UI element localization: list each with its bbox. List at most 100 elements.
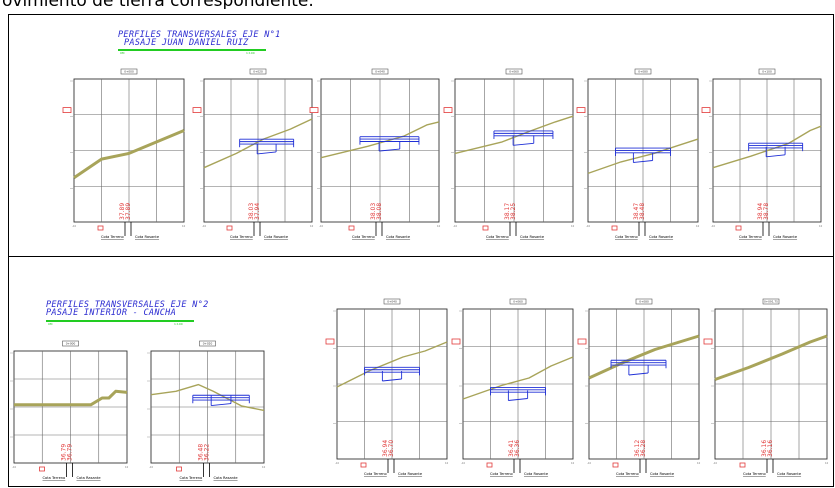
reference-marker — [309, 107, 319, 113]
scale-label-left: 0M — [48, 322, 53, 326]
cota-rasante-value: 38.48 — [639, 203, 646, 220]
axis-marker — [612, 462, 619, 468]
pavement-structure — [748, 142, 804, 158]
cota-terreno-value: 38.47 — [633, 203, 640, 220]
legend-cota-rasante: Cota Rasante — [214, 476, 239, 480]
pavement-structure — [610, 359, 667, 376]
pavement-structure — [615, 147, 671, 163]
legend-cota-rasante: Cota Rasante — [264, 235, 289, 239]
cota-rasante-value: 36.79 — [67, 444, 74, 461]
drawing-frame — [8, 14, 834, 487]
cota-terreno-value: 36.94 — [382, 440, 389, 457]
cota-rasante-value: 36.22 — [204, 444, 211, 461]
axis-marker — [486, 462, 493, 468]
cota-terreno-value: 36.79 — [61, 444, 68, 461]
profile-p1: 0+000 37.89 37.89 Cota Terreno Cota Rasante -… — [62, 68, 186, 239]
chainage-tag — [199, 340, 216, 347]
cota-rasante-value: 36.28 — [640, 440, 647, 457]
chainage-label: 0+060 — [513, 300, 523, 304]
terrain-line — [714, 334, 828, 381]
group-title-line2: PASAJE INTERIOR - CANCHA — [46, 308, 176, 318]
terrain-line — [588, 334, 700, 380]
x-tick-right: 10 — [182, 224, 186, 228]
chainage-label: 0+020 — [253, 70, 263, 74]
reference-marker — [701, 107, 711, 113]
terrain-line — [14, 389, 128, 407]
axis-marker — [39, 466, 45, 472]
cota-rasante-value: 37.94 — [254, 203, 261, 220]
legend-cota-rasante: Cota Rasante — [398, 472, 423, 476]
chainage-label: 0+091.75 — [764, 300, 778, 304]
x-tick-left: -10 — [453, 224, 457, 228]
profile-p6: 0+100 38.94 38.78 Cota Terreno Cota Rasante -… — [701, 68, 823, 239]
reference-marker — [192, 107, 202, 113]
axis-marker — [348, 225, 355, 231]
chainage-tag — [371, 68, 389, 75]
cota-terreno-value: 36.48 — [198, 444, 205, 461]
cota-rasante-value: 36.70 — [388, 440, 395, 457]
legend-cota-rasante: Cota Rasante — [135, 235, 160, 239]
axis-marker — [97, 225, 104, 231]
cota-rasante-value: 36.36 — [514, 440, 521, 457]
section-divider — [8, 256, 834, 257]
pavement-structure — [490, 386, 546, 401]
cota-terreno-value: 38.03 — [248, 203, 255, 220]
chainage-tag — [758, 68, 776, 75]
structure-base — [513, 142, 534, 146]
legend-cota-terreno: Cota Terreno — [352, 235, 375, 239]
terrain-line — [336, 341, 448, 388]
axis-marker — [735, 225, 742, 231]
chainage-tag — [383, 298, 401, 305]
structure-base — [211, 403, 231, 407]
page-caption: ovimiento de tierra correspondiente. — [0, 0, 835, 9]
cota-terreno-value: 36.12 — [634, 440, 641, 457]
cota-rasante-value: 36.16 — [767, 440, 774, 457]
profile-p5: 0+080 38.47 38.48 Cota Terreno Cota Rasante -… — [576, 68, 700, 239]
x-tick-left: -10 — [202, 224, 206, 228]
chainage-label: 0+080 — [638, 70, 648, 74]
profile-p4: 0+060 38.17 38.25 Cota Terreno Cota Rasante -… — [443, 68, 575, 239]
structure-base — [633, 160, 653, 163]
terrain-line — [454, 115, 574, 155]
terrain-line — [587, 138, 699, 175]
x-tick-left: -10 — [149, 465, 153, 469]
chainage-tag — [509, 298, 527, 305]
reference-marker — [703, 338, 713, 345]
x-tick-right: 10 — [445, 461, 449, 465]
legend-cota-terreno: Cota Terreno — [364, 472, 387, 476]
chainage-label: 0+000 — [66, 342, 76, 346]
cota-rasante-value: 37.89 — [125, 203, 132, 220]
reference-marker — [451, 338, 461, 345]
x-tick-left: -10 — [72, 224, 76, 228]
structure-base — [257, 151, 277, 155]
legend-cota-rasante: Cota Rasante — [524, 472, 549, 476]
x-tick-right: 10 — [819, 224, 823, 228]
axis-marker — [360, 462, 367, 468]
axis-marker — [482, 225, 489, 231]
cota-terreno-value: 36.41 — [508, 440, 515, 457]
cota-terreno-value: 37.89 — [119, 203, 126, 220]
x-tick-left: -10 — [12, 465, 16, 469]
legend-cota-terreno: Cota Terreno — [490, 472, 513, 476]
pavement-structure — [364, 366, 420, 382]
cota-rasante-value: 38.78 — [763, 203, 770, 220]
profile-p11: 0+080 36.12 36.28 Cota Terreno Cota Rasante -… — [577, 298, 701, 476]
profile-p2: 0+020 38.03 37.94 Cota Terreno Cota Rasante -… — [192, 68, 314, 239]
x-tick-right: 10 — [697, 461, 701, 465]
legend-cota-rasante: Cota Rasante — [777, 472, 802, 476]
chainage-tag — [249, 68, 267, 75]
chainage-tag — [120, 68, 138, 75]
x-tick-right: 10 — [825, 461, 829, 465]
reference-marker — [576, 107, 586, 113]
cota-terreno-value: 38.94 — [757, 203, 764, 220]
legend-cota-rasante: Cota Rasante — [650, 472, 675, 476]
pavement-structure — [239, 138, 295, 155]
legend-cota-rasante: Cota Rasante — [773, 235, 798, 239]
axis-marker — [739, 462, 746, 468]
cota-rasante-value: 38.25 — [510, 203, 517, 220]
legend-cota-rasante: Cota Rasante — [649, 235, 674, 239]
x-tick-right: 10 — [437, 224, 441, 228]
pavement-structure — [359, 136, 420, 152]
x-tick-right: 10 — [571, 224, 575, 228]
profile-p3: 0+040 38.03 38.08 Cota Terreno Cota Rasante -… — [309, 68, 441, 239]
